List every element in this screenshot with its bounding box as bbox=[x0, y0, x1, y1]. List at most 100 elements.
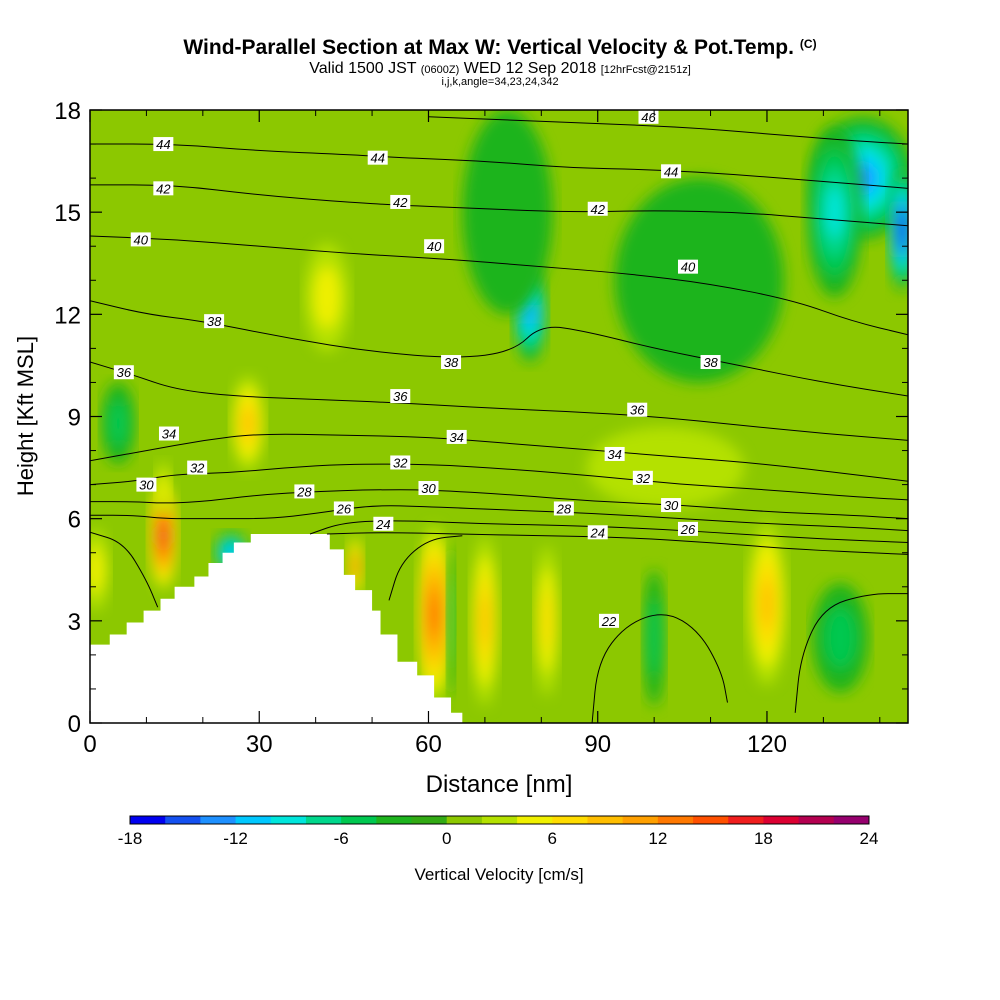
theta-contour-46 bbox=[428, 116, 908, 145]
contour-label-box bbox=[390, 389, 411, 404]
contour-label-text: 44 bbox=[664, 164, 678, 179]
contour-label-text: 40 bbox=[427, 239, 442, 254]
grid-indices: i,j,k,angle=34,23,24,342 bbox=[441, 76, 559, 88]
contour-label-text: 24 bbox=[375, 517, 390, 532]
contour-label-44: 44 bbox=[661, 164, 682, 179]
colorbar-swatch bbox=[481, 816, 518, 824]
w-cell-level bbox=[448, 578, 454, 664]
contour-label-text: 34 bbox=[449, 430, 463, 445]
w-cell-9 bbox=[90, 528, 110, 611]
w-cell-level bbox=[542, 591, 552, 651]
colorbar-tick-label: -6 bbox=[334, 829, 349, 848]
contour-label-32: 32 bbox=[187, 460, 208, 476]
contour-label-box bbox=[661, 498, 682, 513]
w-cell-4 bbox=[534, 545, 560, 696]
contour-label-box bbox=[204, 314, 225, 329]
contour-label-box bbox=[638, 109, 659, 124]
contour-label-box bbox=[130, 232, 151, 247]
contour-label-box bbox=[424, 239, 445, 254]
contour-label-34: 34 bbox=[158, 426, 179, 442]
contour-label-text: 36 bbox=[393, 389, 408, 404]
theta-contour-22 bbox=[794, 593, 908, 713]
w-cell-level bbox=[108, 400, 128, 447]
contour-label-text: 26 bbox=[680, 522, 696, 537]
w-cell-level bbox=[90, 546, 104, 593]
contour-label-text: 36 bbox=[630, 403, 645, 418]
contour-label-26: 26 bbox=[333, 501, 354, 516]
contour-label-box bbox=[418, 481, 439, 496]
contour-label-box bbox=[187, 460, 208, 475]
contour-label-44: 44 bbox=[367, 150, 388, 166]
w-cell-level bbox=[353, 560, 358, 573]
colorbar-swatch bbox=[657, 816, 694, 824]
contour-label-box bbox=[446, 429, 467, 444]
x-tick-label: 120 bbox=[747, 731, 787, 758]
contour-label-42: 42 bbox=[153, 181, 174, 196]
contour-label-46: 46 bbox=[638, 109, 659, 125]
contour-label-text: 38 bbox=[444, 355, 459, 370]
contour-label-box bbox=[158, 426, 179, 441]
theta-contour-34 bbox=[90, 433, 908, 482]
colorbar-swatch bbox=[446, 816, 483, 824]
contour-label-38: 38 bbox=[204, 314, 225, 329]
x-tick-label: 60 bbox=[415, 731, 442, 758]
contour-label-24: 24 bbox=[373, 516, 394, 532]
w-cell-21 bbox=[614, 178, 784, 383]
contour-label-box bbox=[661, 164, 682, 179]
theta-contour-36 bbox=[90, 361, 908, 441]
contour-label-text: 34 bbox=[162, 427, 176, 442]
theta-contour-24 bbox=[326, 532, 908, 555]
colorbar: -18 -12 -6 0 6 12 18 24 bbox=[118, 815, 879, 848]
contour-label-44: 44 bbox=[153, 137, 174, 152]
contour-label-40: 40 bbox=[424, 239, 445, 254]
contour-label-24: 24 bbox=[587, 525, 608, 540]
y-tick-label: 15 bbox=[54, 200, 81, 227]
contour-label-text: 32 bbox=[636, 471, 651, 486]
chart-title-text: Wind-Parallel Section at Max W: Vertical… bbox=[183, 36, 794, 59]
theta-contour-38 bbox=[90, 300, 908, 397]
w-cell-level bbox=[314, 266, 340, 329]
contour-label-box bbox=[390, 194, 411, 209]
contour-label-38: 38 bbox=[700, 355, 721, 370]
colorbar-swatch bbox=[728, 816, 764, 824]
contour-label-box bbox=[153, 137, 174, 152]
x-tick-label: 0 bbox=[83, 731, 96, 758]
colorbar-swatch bbox=[376, 816, 413, 824]
contour-label-text: 28 bbox=[296, 484, 312, 499]
contour-label-40: 40 bbox=[130, 232, 151, 247]
contour-label-box bbox=[553, 501, 574, 516]
w-cell-3 bbox=[470, 535, 499, 706]
terrain-mask bbox=[90, 533, 463, 723]
contour-label-box bbox=[390, 455, 411, 470]
valid-time: Valid 1500 JST bbox=[309, 60, 417, 77]
contour-label-36: 36 bbox=[627, 402, 648, 418]
contour-label-box bbox=[677, 259, 698, 274]
colorbar-frame bbox=[129, 815, 870, 825]
w-cell-5 bbox=[747, 522, 787, 686]
contour-label-text: 46 bbox=[641, 110, 656, 125]
contour-label-32: 32 bbox=[390, 455, 411, 470]
w-cell-level bbox=[900, 220, 905, 238]
contour-label-box bbox=[333, 501, 354, 516]
contour-label-text: 40 bbox=[134, 232, 149, 247]
colorbar-swatch bbox=[833, 816, 870, 824]
theta-contour-22 bbox=[90, 531, 159, 608]
colorbar-swatch bbox=[622, 816, 659, 824]
colorbar-swatch bbox=[165, 816, 201, 824]
contour-label-text: 38 bbox=[207, 314, 222, 329]
contour-label-26: 26 bbox=[677, 521, 698, 537]
contour-label-36: 36 bbox=[390, 389, 411, 404]
w-cell-level bbox=[760, 579, 773, 629]
vertical-velocity-cells bbox=[90, 110, 908, 706]
theta-contour-44 bbox=[90, 143, 908, 189]
w-cell-0 bbox=[148, 481, 179, 591]
y-tick-label: 12 bbox=[54, 302, 81, 329]
colorbar-tick-label: -12 bbox=[223, 829, 248, 848]
contour-label-text: 32 bbox=[393, 455, 408, 470]
colorbar-swatch bbox=[693, 816, 729, 824]
contour-label-box bbox=[632, 470, 653, 485]
w-cell-18 bbox=[812, 583, 869, 693]
colorbar-tick-label: 24 bbox=[860, 829, 879, 848]
contour-label-32: 32 bbox=[632, 470, 653, 486]
